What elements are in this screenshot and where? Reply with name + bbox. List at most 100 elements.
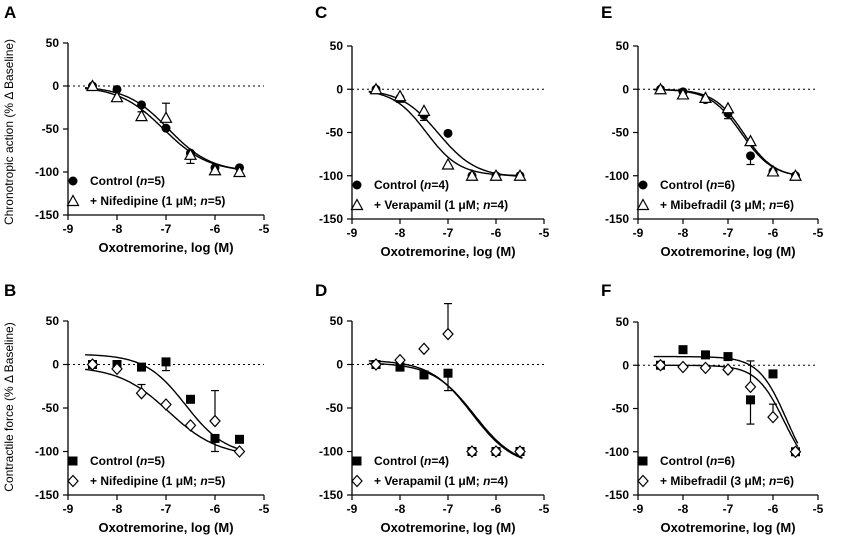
y-tick-label: -100	[319, 169, 343, 183]
x-tick-label: -9	[63, 502, 74, 516]
data-point	[443, 368, 453, 378]
legend-marker	[638, 180, 648, 190]
data-point	[85, 79, 100, 92]
y-tick-label: 0	[622, 358, 629, 372]
x-tick-label: -8	[678, 226, 689, 240]
x-axis-label: Oxotremorine, log (M)	[98, 520, 233, 535]
data-point	[210, 433, 220, 443]
panel-b: B 50 0 -50 -100 -150 -9 -8 -7 -6 -5 Oxotremorine, l…	[4, 281, 270, 535]
data-point	[701, 350, 710, 360]
data-point	[110, 90, 124, 103]
y-tick-label: 50	[616, 39, 630, 53]
x-tick-label: -6	[768, 226, 779, 240]
data-point	[489, 169, 503, 181]
x-tick-label: -5	[259, 222, 270, 236]
panel-e: E 50 0 -50 -100 -150 -9 -8 -7 -6 -5 Oxotremorine, l…	[601, 3, 824, 259]
data-point	[369, 82, 383, 95]
y-tick-label: 0	[52, 79, 59, 93]
legend-marker	[68, 176, 78, 186]
data-point	[743, 134, 758, 147]
legend-marker	[351, 474, 363, 488]
panel-letter: C	[315, 3, 327, 22]
x-tick-label: -5	[539, 226, 550, 240]
legend-entry: Control (n=6)	[660, 178, 735, 192]
data-point	[443, 128, 453, 138]
x-axis-label: Oxotremorine, log (M)	[660, 244, 795, 259]
x-tick-label: -5	[813, 226, 824, 240]
data-point	[723, 352, 733, 362]
data-point	[514, 445, 526, 458]
y-tick-label: 0	[52, 358, 59, 372]
legend-entry: + Mibefradil (3 μM; n=6)	[660, 198, 794, 212]
legend-marker	[68, 456, 78, 466]
data-point	[746, 151, 755, 161]
data-point	[699, 361, 712, 375]
data-point	[789, 445, 802, 459]
x-tick-label: -5	[813, 502, 824, 516]
panel-a: A 50 0 -50 -100 -150 -9 -8 -7 -6 -5 Oxotremorine, l…	[4, 3, 270, 255]
x-tick-label: -7	[443, 502, 454, 516]
data-point	[137, 100, 146, 110]
data-point	[209, 414, 221, 428]
x-tick-label: -8	[678, 502, 689, 516]
fit-curve-control	[653, 88, 798, 176]
data-point	[698, 91, 713, 104]
x-tick-label: -5	[259, 502, 270, 516]
data-point	[722, 363, 734, 376]
data-point	[161, 357, 171, 367]
shared-ylabel-top: Chronotropic action (% Δ Baseline)	[2, 39, 16, 225]
x-tick-label: -6	[210, 502, 221, 516]
data-point	[135, 386, 148, 400]
x-axis-label: Oxotremorine, log (M)	[98, 240, 233, 255]
legend-marker	[637, 474, 649, 488]
data-point	[441, 157, 455, 170]
y-tick-label: -100	[605, 445, 629, 459]
legend-entry: Control (n=5)	[90, 174, 165, 188]
x-tick-label: -5	[539, 502, 550, 516]
y-tick-label: -100	[605, 169, 629, 183]
data-point	[184, 419, 197, 432]
y-tick-label: -50	[42, 401, 60, 415]
data-point	[465, 169, 479, 181]
panel-letter: E	[601, 3, 612, 22]
x-axis-label: Oxotremorine, log (M)	[380, 244, 515, 259]
legend-entry: Control (n=5)	[90, 454, 165, 468]
data-point	[233, 445, 246, 458]
x-axis-label: Oxotremorine, log (M)	[660, 520, 795, 535]
x-tick-label: -9	[347, 226, 358, 240]
shared-ylabel-bottom: Contractile force (% Δ Baseline)	[2, 322, 16, 491]
data-point	[766, 164, 780, 177]
legend-entry: Control (n=4)	[374, 454, 449, 468]
fit-curve-treatment	[653, 88, 798, 176]
legend-entry: + Verapamil (1 μM; n=4)	[374, 474, 508, 488]
x-tick-label: -7	[161, 502, 172, 516]
data-point	[678, 345, 688, 355]
y-tick-label: -100	[35, 165, 59, 179]
x-tick-label: -9	[633, 502, 644, 516]
legend-entry: Control (n=4)	[374, 178, 449, 192]
panel-f: F 50 0 -50 -100 -150 -9 -8 -7 -6 -5 Oxotremorine, l…	[601, 281, 824, 535]
x-tick-label: -7	[443, 226, 454, 240]
legend-entry: + Mibefradil (3 μM; n=6)	[660, 474, 794, 488]
x-tick-label: -9	[633, 226, 644, 240]
y-tick-label: 0	[336, 358, 343, 372]
data-point	[768, 369, 778, 379]
data-point	[134, 109, 149, 122]
panel-letter: A	[4, 3, 16, 22]
x-tick-label: -8	[112, 222, 123, 236]
y-tick-label: -50	[326, 126, 344, 140]
legend-marker	[352, 180, 362, 190]
x-axis-label: Oxotremorine, log (M)	[380, 520, 515, 535]
data-point	[159, 111, 173, 123]
y-tick-label: -150	[319, 212, 343, 226]
data-point	[186, 394, 195, 404]
data-point	[86, 358, 99, 371]
data-point	[490, 445, 502, 458]
x-tick-label: -6	[210, 222, 221, 236]
y-tick-label: -150	[319, 488, 343, 502]
panel-c: C 50 0 -50 -100 -150 -9 -8 -7 -6 -5 Oxotremorine, l…	[315, 3, 550, 259]
data-point	[111, 362, 123, 376]
legend-entry: + Verapamil (1 μM; n=4)	[374, 198, 508, 212]
legend-marker	[352, 456, 362, 466]
